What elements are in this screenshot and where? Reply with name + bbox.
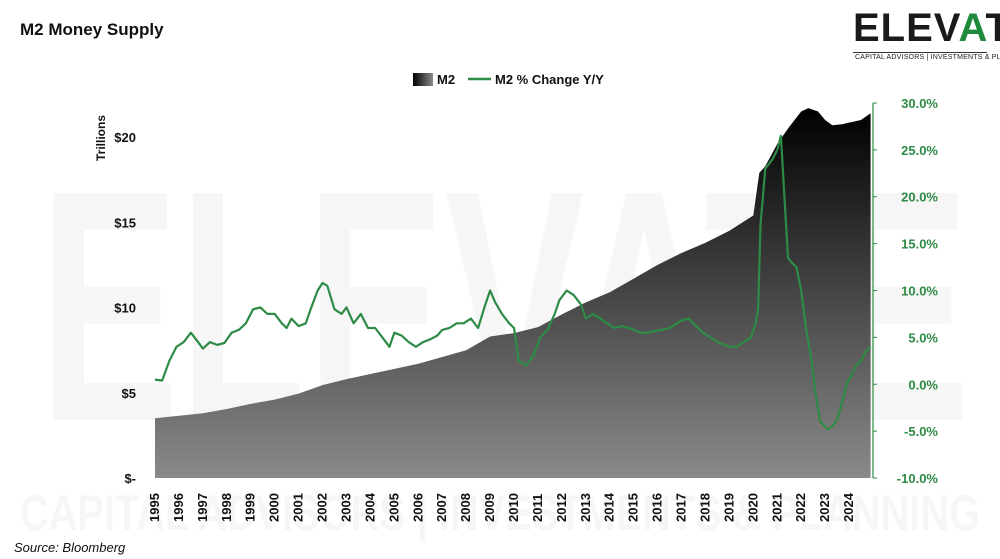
x-axis-tick-label: 2007 (434, 493, 449, 522)
left-axis-tick-label: $10 (114, 301, 136, 316)
right-axis-tick-label: 20.0% (901, 190, 938, 205)
elevate-logo: ELEVATE CAPITAL ADVISORS | INVESTMENTS &… (853, 6, 1000, 68)
x-axis-tick-label: 2024 (841, 492, 856, 522)
x-axis-tick-label: 2021 (769, 493, 784, 522)
x-axis-tick-label: 1995 (147, 493, 162, 522)
right-axis-tick-label: 10.0% (901, 284, 938, 299)
x-axis-tick-label: 2022 (793, 493, 808, 522)
x-axis-tick-label: 2018 (698, 493, 713, 522)
x-axis-tick-label: 2004 (362, 492, 377, 522)
logo-divider (853, 52, 987, 53)
x-axis-tick-label: 2011 (530, 494, 545, 522)
x-axis-tick-label: 2020 (745, 493, 760, 522)
right-axis-tick-label: 5.0% (908, 330, 938, 345)
legend-swatch-m2 (413, 73, 433, 86)
left-axis-tick-label: $5 (122, 386, 136, 401)
legend-label-m2: M2 (437, 72, 455, 87)
x-axis-tick-label: 2014 (602, 492, 617, 522)
svg-text:CAPITAL ADVISORS | INVESTMENTS: CAPITAL ADVISORS | INVESTMENTS & PLANNIN… (20, 485, 980, 542)
x-axis-tick-label: 2015 (626, 493, 641, 522)
right-axis-tick-label: 15.0% (901, 237, 938, 252)
m2-area-series (155, 108, 871, 478)
x-axis-tick-label: 2012 (554, 493, 569, 522)
right-axis-tick-label: -10.0% (897, 471, 939, 486)
right-axis-tick-label: 0.0% (908, 377, 938, 392)
right-axis-tick-label: 30.0% (901, 96, 938, 111)
x-axis-tick-label: 2013 (578, 493, 593, 522)
x-axis-tick-label: 2003 (339, 493, 354, 522)
x-axis-tick-label: 1997 (195, 493, 210, 522)
x-axis-tick-label: 2019 (721, 493, 736, 522)
left-axis-tick-label: $- (124, 471, 136, 486)
x-axis-tick-label: 2010 (506, 493, 521, 522)
x-axis-tick-label: 2000 (267, 493, 282, 522)
x-axis-tick-label: 2009 (482, 493, 497, 522)
m2-pct-change-line (154, 134, 872, 431)
x-axis-tick-label: 2016 (650, 493, 665, 522)
x-axis-tick-label: 2002 (315, 493, 330, 522)
x-axis-tick-label: 1999 (243, 493, 258, 522)
x-axis-tick-label: 2008 (458, 493, 473, 522)
x-axis-tick-label: 2006 (410, 493, 425, 522)
left-axis-tick-label: $15 (114, 215, 136, 230)
left-axis-title: Trillions (94, 115, 108, 161)
x-axis-tick-label: 1996 (171, 493, 186, 522)
logo-wordmark: ELEVATE (853, 6, 1000, 50)
source-note: Source: Bloomberg (14, 540, 126, 555)
x-axis-tick-label: 2023 (817, 493, 832, 522)
right-axis-tick-label: 25.0% (901, 143, 938, 158)
right-axis-tick-label: -5.0% (904, 424, 938, 439)
legend-label-pct: M2 % Change Y/Y (495, 72, 604, 87)
x-axis-tick-label: 2005 (386, 493, 401, 522)
left-axis-tick-label: $20 (114, 130, 136, 145)
x-axis-tick-label: 2017 (674, 493, 689, 522)
logo-tagline: CAPITAL ADVISORS | INVESTMENTS & PLANNIN… (855, 54, 1000, 61)
x-axis-tick-label: 2001 (291, 493, 306, 522)
chart-title: M2 Money Supply (20, 20, 164, 39)
legend: M2 M2 % Change Y/Y (413, 72, 604, 87)
x-axis-tick-label: 1998 (219, 493, 234, 522)
